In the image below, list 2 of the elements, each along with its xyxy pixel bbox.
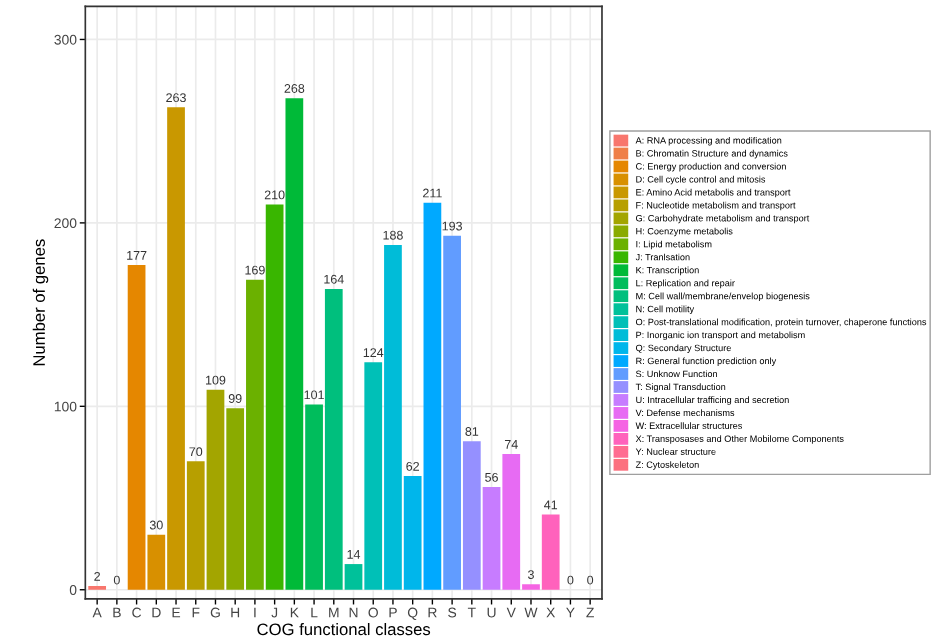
y-axis-title: Number of genes [32, 239, 49, 366]
x-axis-title: COG functional classes [257, 622, 431, 636]
